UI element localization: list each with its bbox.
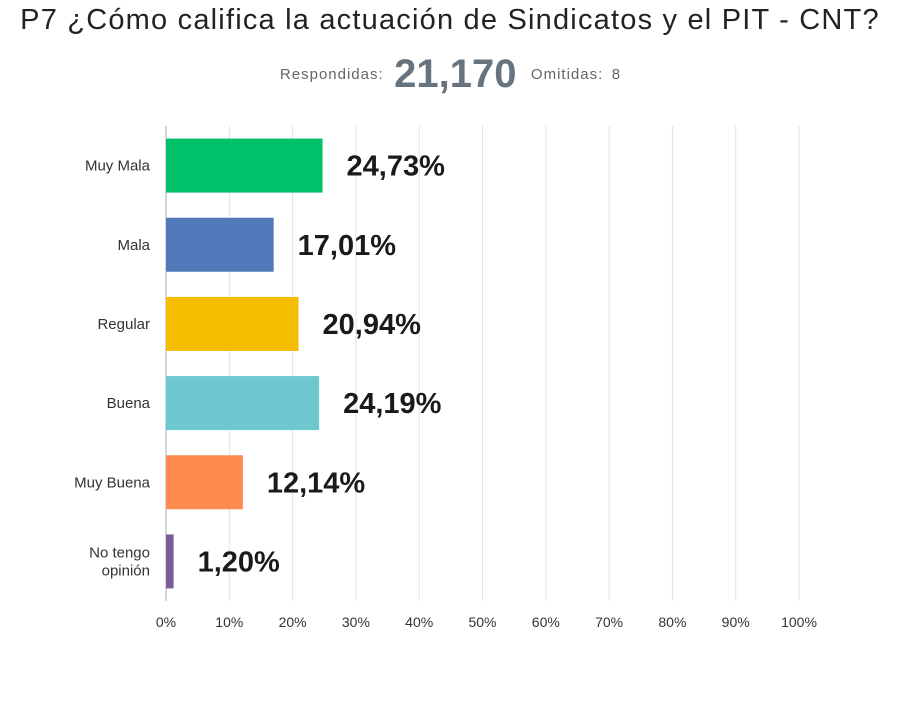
chart-title: P7 ¿Cómo califica la actuación de Sindic… xyxy=(20,4,880,36)
bar xyxy=(166,376,320,431)
category-label: No tengo xyxy=(89,544,150,561)
data-label: 24,73% xyxy=(347,151,446,183)
data-label: 1,20% xyxy=(198,546,280,578)
category-labels: Muy Mala Mala Regular Buena Muy Buena No teng… xyxy=(74,158,151,580)
skipped-label: Omitidas: xyxy=(530,66,604,83)
data-label: 17,01% xyxy=(298,230,397,262)
x-tick-label: 100% xyxy=(781,614,817,630)
x-axis-ticks: 0% 10% 20% 30% 40% 50% 60% 70% 80% 90% 100% xyxy=(156,614,817,630)
answered-label: Respondidas: xyxy=(279,66,384,83)
value-labels: 24,73% 17,01% 20,94% 24,19% 12,14% 1,20% xyxy=(198,151,446,579)
x-tick-label: 90% xyxy=(722,614,750,630)
x-tick-label: 80% xyxy=(658,614,686,630)
data-label: 20,94% xyxy=(323,309,422,341)
category-label: Muy Buena xyxy=(74,474,151,491)
category-label: opinión xyxy=(102,562,150,579)
x-tick-label: 30% xyxy=(342,614,370,630)
category-label: Muy Mala xyxy=(85,158,151,175)
response-summary: Respondidas: 21,170 Omitidas: 8 xyxy=(0,52,900,97)
bar xyxy=(166,138,323,193)
category-label: Buena xyxy=(107,395,151,412)
bar xyxy=(166,534,174,589)
skipped-count: 8 xyxy=(611,66,621,83)
x-tick-label: 20% xyxy=(279,614,307,630)
x-tick-label: 10% xyxy=(215,614,243,630)
x-tick-label: 60% xyxy=(532,614,560,630)
x-tick-label: 40% xyxy=(405,614,433,630)
answered-count: 21,170 xyxy=(394,52,517,96)
x-tick-label: 70% xyxy=(595,614,623,630)
gridlines xyxy=(165,126,800,601)
bars xyxy=(166,138,323,589)
data-label: 12,14% xyxy=(267,467,366,499)
data-label: 24,19% xyxy=(343,388,442,420)
x-tick-label: 50% xyxy=(468,614,496,630)
x-tick-label: 0% xyxy=(156,614,176,630)
bar xyxy=(166,455,243,510)
bar xyxy=(166,217,274,272)
category-label: Regular xyxy=(97,316,150,333)
category-label: Mala xyxy=(117,237,150,254)
bar xyxy=(166,296,299,351)
